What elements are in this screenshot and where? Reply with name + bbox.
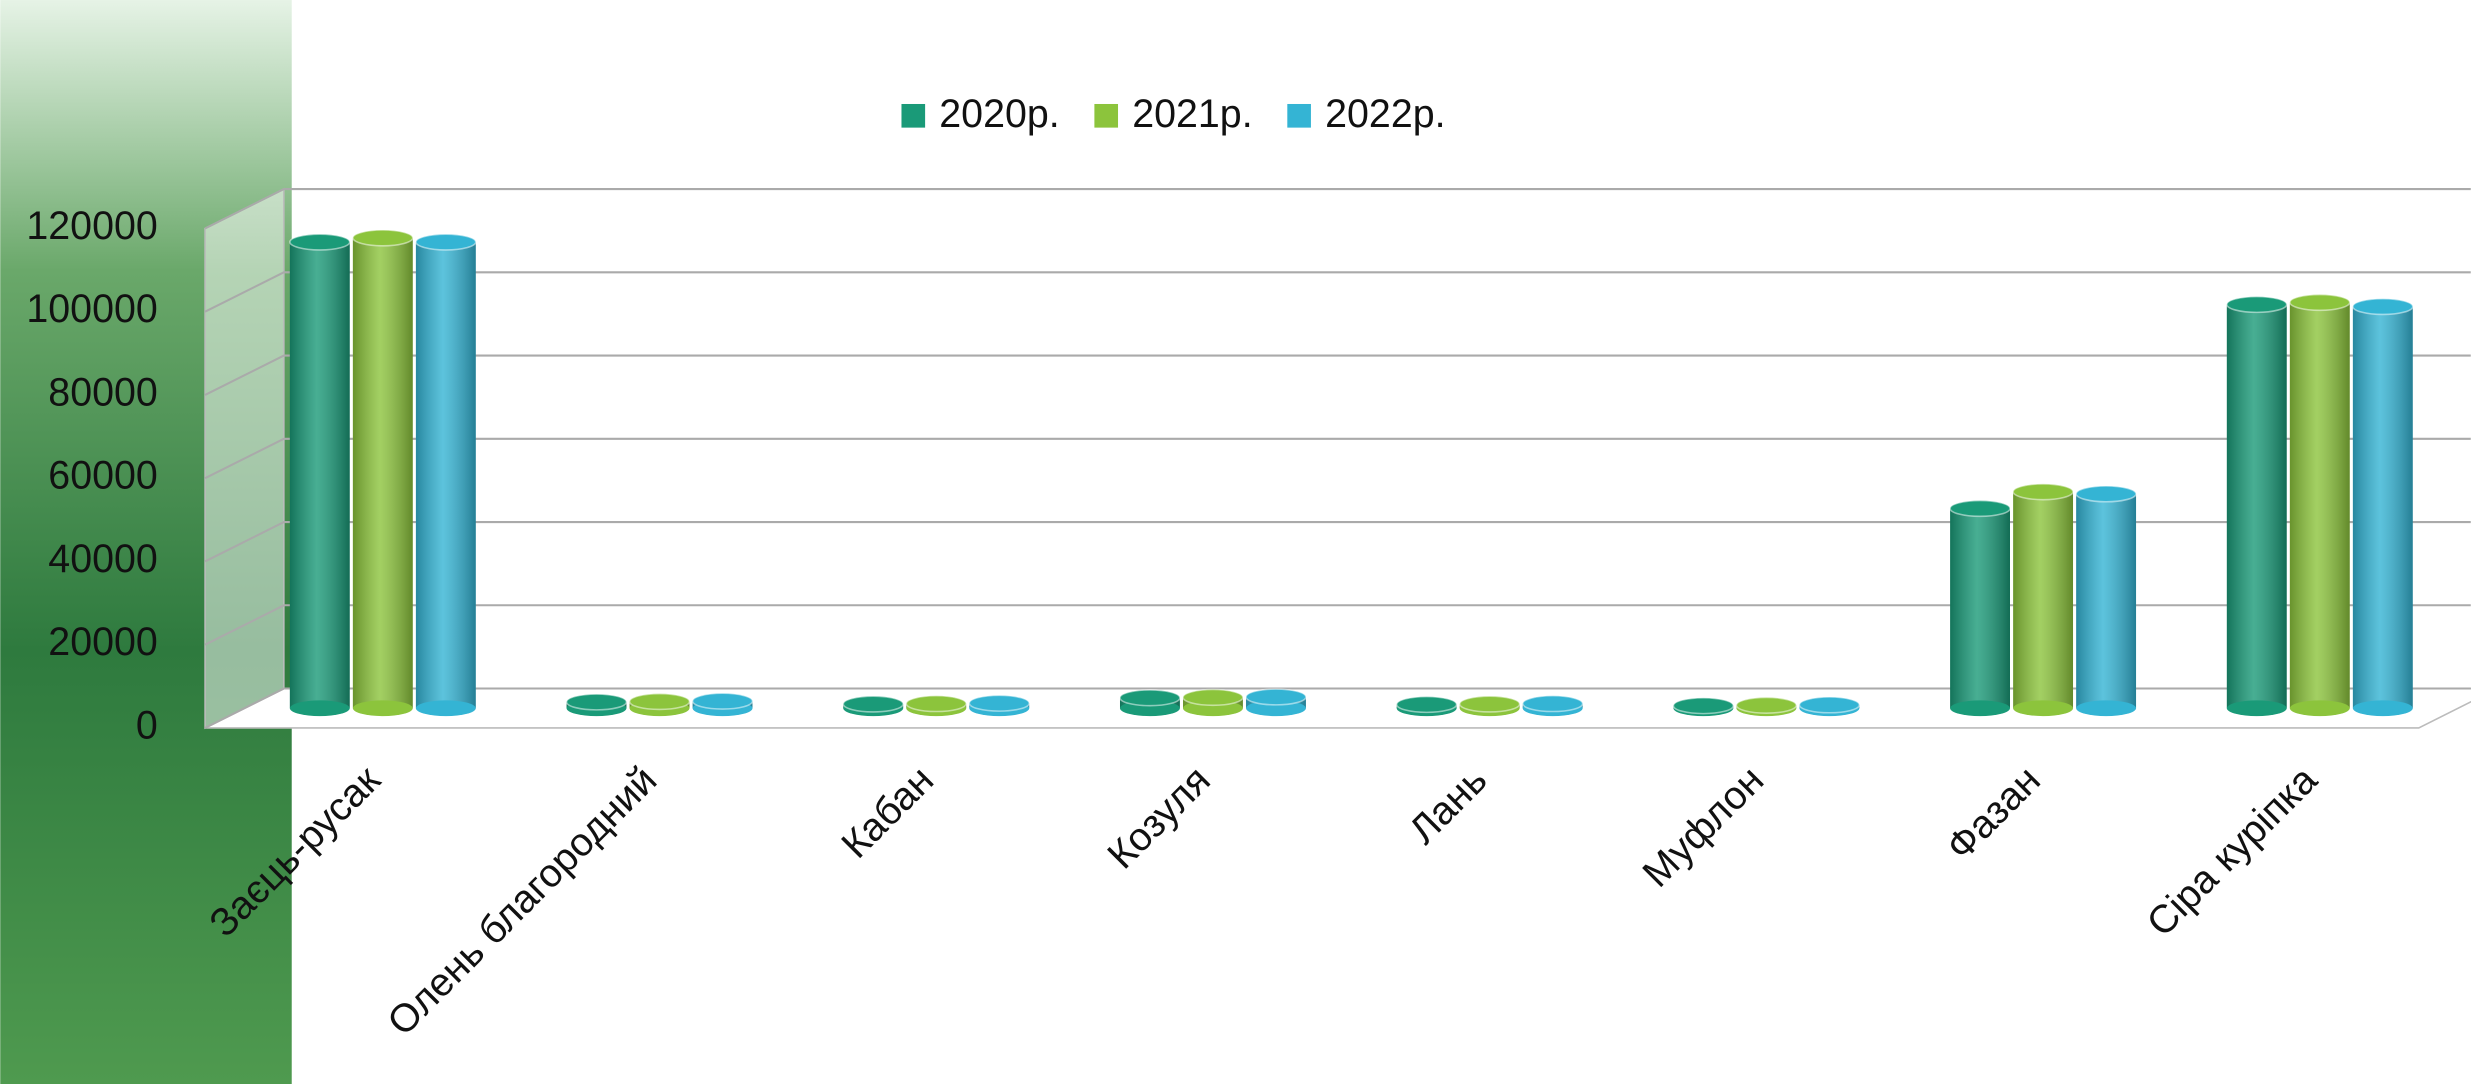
bar	[1458, 695, 1521, 717]
legend: 2020р. 2021р. 2022р.	[901, 92, 1446, 136]
bar-shade	[289, 242, 350, 709]
grid-line	[204, 687, 2471, 729]
bar-shade	[2352, 306, 2413, 709]
bar	[565, 693, 628, 717]
bar	[1119, 689, 1181, 717]
y-tick-label: 100000	[26, 287, 157, 331]
bar-top	[415, 233, 477, 251]
bar-bottom	[2013, 700, 2074, 717]
bar-top	[1119, 689, 1181, 707]
bar-bottom	[2076, 700, 2137, 717]
bar-shade	[352, 237, 413, 709]
bar-top	[1458, 695, 1521, 713]
bar-top	[352, 229, 414, 247]
bar	[1182, 688, 1244, 717]
x-tick-label: Фазан	[1938, 758, 2049, 869]
bar-top	[2226, 295, 2288, 314]
bar-top	[565, 693, 628, 711]
x-tick-label: Козуля	[1099, 758, 1219, 878]
bar-top	[2352, 297, 2414, 316]
grid-line	[204, 354, 2471, 396]
bar	[1949, 499, 2011, 717]
bar-shade	[2013, 491, 2074, 709]
bar-bottom	[1950, 700, 2010, 717]
bar	[2352, 297, 2414, 717]
bar-bottom	[2352, 700, 2413, 717]
bar	[842, 695, 904, 717]
bar-bottom	[415, 700, 476, 717]
legend-swatch	[1094, 103, 1119, 128]
bar	[628, 692, 691, 717]
grid-line	[204, 188, 2471, 230]
bar-bottom	[2226, 700, 2287, 717]
bar	[968, 694, 1030, 717]
bar-top	[1798, 696, 1861, 714]
bar-shade	[2289, 302, 2350, 709]
legend-label: 2022р.	[1325, 92, 1445, 136]
bar	[2075, 485, 2137, 717]
bar-top	[289, 233, 351, 251]
bar-top	[968, 694, 1030, 712]
legend-swatch	[901, 103, 926, 128]
grid-line	[204, 604, 2471, 646]
y-tick-label: 120000	[26, 204, 157, 248]
bar	[1672, 697, 1735, 717]
bar	[352, 229, 414, 717]
bar-bottom	[2289, 700, 2350, 717]
bar	[1521, 694, 1584, 717]
bar	[2012, 483, 2074, 717]
bar-shade	[2226, 304, 2287, 709]
x-tick-label: Лань	[1401, 758, 1496, 853]
bar-shade	[415, 242, 476, 709]
legend-label: 2021р.	[1132, 92, 1252, 136]
bar	[1245, 688, 1307, 717]
bar	[2289, 293, 2351, 717]
bar-bottom	[352, 700, 413, 717]
bar	[289, 233, 351, 717]
bar	[905, 694, 967, 717]
bar-top	[905, 694, 967, 713]
x-tick-label: Олень благородний	[379, 758, 665, 1044]
bar-top	[691, 692, 754, 710]
bar-shade	[2076, 493, 2137, 709]
y-tick-label: 60000	[48, 454, 158, 498]
legend-swatch	[1287, 103, 1311, 128]
bar-top	[842, 695, 904, 713]
x-tick-label: Кабан	[833, 758, 942, 867]
bar-top	[1245, 688, 1307, 706]
legend-label: 2020р.	[939, 92, 1059, 136]
bar	[1798, 696, 1861, 717]
bar-top	[2012, 483, 2074, 501]
bar-top	[1735, 696, 1798, 714]
bar-top	[1521, 694, 1584, 713]
bar-top	[628, 692, 691, 711]
bar-top	[1949, 499, 2011, 518]
x-tick-label: Муфлон	[1634, 758, 1772, 896]
grid-line	[204, 271, 2471, 313]
y-tick-label: 0	[136, 703, 158, 747]
bar	[2226, 295, 2288, 717]
bar-bottom	[289, 700, 350, 717]
bar	[1395, 695, 1458, 717]
y-tick-label: 40000	[48, 537, 158, 581]
bar-shade	[1950, 508, 2010, 709]
bar-top	[1672, 697, 1735, 715]
bar	[691, 692, 754, 717]
bar-top	[2075, 485, 2137, 503]
bar-top	[1395, 695, 1458, 714]
bar	[415, 233, 477, 717]
bar	[1735, 696, 1798, 717]
x-tick-label: Сіра курiпка	[2138, 758, 2325, 945]
bar-top	[2289, 293, 2351, 312]
bar-top	[1182, 688, 1244, 707]
grid-line	[204, 521, 2471, 563]
y-tick-label: 20000	[48, 620, 158, 664]
y-tick-label: 80000	[48, 370, 158, 414]
grid-line	[204, 437, 2471, 480]
